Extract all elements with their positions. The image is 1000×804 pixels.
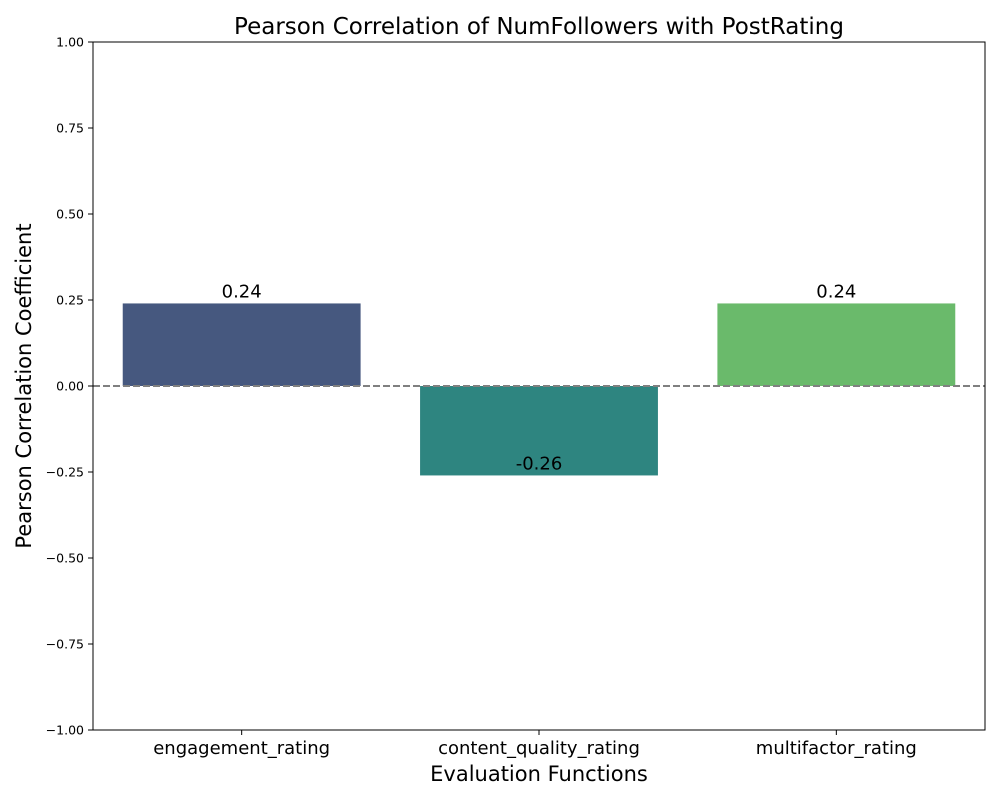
y-tick-label: −0.50 [46, 551, 84, 566]
y-tick-label: −1.00 [46, 723, 84, 738]
bar-value-label: 0.24 [222, 281, 262, 302]
y-tick-label: 0.50 [56, 207, 84, 222]
bar-value-label: 0.24 [816, 281, 856, 302]
x-tick-label: engagement_rating [153, 738, 330, 759]
plot-area: 0.24 engagement_rating -0.26 content_qualit… [46, 35, 986, 759]
bar-multifactor_rating [717, 303, 956, 386]
x-axis-label: Evaluation Functions [430, 762, 648, 786]
y-tick-label: 1.00 [56, 35, 84, 50]
bar-engagement_rating [122, 303, 361, 386]
bar-content_quality_rating [420, 386, 658, 476]
y-tick-label: 0.25 [56, 293, 84, 308]
x-tick-label: content_quality_rating [438, 738, 640, 759]
y-tick-label: 0.75 [56, 121, 84, 136]
y-tick-label: 0.00 [56, 379, 84, 394]
y-tick-label: −0.75 [46, 637, 84, 652]
chart-title: Pearson Correlation of NumFollowers with… [234, 14, 844, 40]
bar-value-label: -0.26 [516, 453, 563, 474]
y-axis-label: Pearson Correlation Coefficient [12, 223, 36, 548]
x-tick-label: multifactor_rating [756, 738, 917, 759]
y-tick-label: −0.25 [46, 465, 84, 480]
